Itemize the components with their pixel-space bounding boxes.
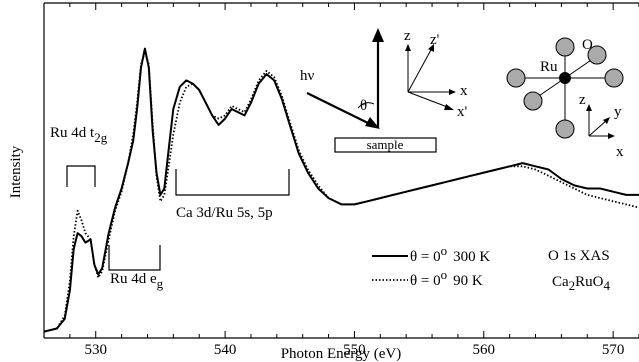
oxygen-atom-top <box>555 37 575 57</box>
oct-x-axis-head <box>608 133 615 139</box>
oct-x-label: x <box>616 144 624 160</box>
theta-label: θ <box>360 98 367 114</box>
sample-box <box>334 137 437 153</box>
x-tick-label: 560 <box>473 342 496 358</box>
zp-axis-head <box>428 44 434 52</box>
normal-arrow-head <box>372 28 384 42</box>
x-tick-label: 550 <box>343 342 366 358</box>
o-atom-label: O <box>582 37 593 53</box>
zp-label: z' <box>430 32 440 48</box>
ru-t2g-sub: 2g <box>94 130 108 145</box>
ca-bracket <box>175 169 290 196</box>
oxygen-atom-back <box>587 45 607 65</box>
legend: θ = 0o 300 K θ = 0o 90 K <box>372 243 490 289</box>
xp-axis-head <box>444 104 454 110</box>
ca-label: Ca 3d/Ru 5s, 5p <box>176 205 273 221</box>
ru-atom-label: Ru <box>540 59 558 75</box>
oxygen-atom-left <box>506 68 526 88</box>
oxygen-atom-right <box>604 68 624 88</box>
oxygen-atom-front <box>523 91 543 111</box>
ru-eg-sub: g <box>157 276 164 291</box>
x-label: x <box>460 83 468 99</box>
ru-eg-annotation: Ru 4d eg <box>108 245 164 291</box>
ru-t2g-main: Ru 4d t <box>50 125 95 141</box>
xp-label: x' <box>457 104 468 120</box>
series-line-300k <box>43 47 639 333</box>
photon-arrow-head <box>365 117 380 129</box>
y-axis-title: Intensity <box>8 145 24 198</box>
ru-eg-bracket <box>108 245 161 271</box>
oct-y-label: y <box>614 104 622 120</box>
x-tick-label: 530 <box>84 342 107 358</box>
legend-label-300k: θ = 0o 300 K <box>410 243 490 265</box>
octahedron-inset: Ru O z y x <box>506 37 624 160</box>
z-label: z <box>404 28 411 44</box>
x-tick-label: 540 <box>214 342 237 358</box>
x-axis-title: Photon Energy (eV) <box>281 346 402 362</box>
ruthenium-atom <box>559 72 571 84</box>
oct-z-axis-head <box>586 104 592 111</box>
ru-t2g-label: Ru 4d t2g <box>50 125 108 145</box>
legend-label-90k: θ = 0o 90 K <box>410 267 483 289</box>
ru-eg-label: Ru 4d eg <box>110 271 164 291</box>
x-ticks <box>43 3 639 338</box>
photon-arrow-line <box>306 92 371 125</box>
x-tick-label: 570 <box>602 342 625 358</box>
oct-z-label: z <box>579 92 586 108</box>
x-axis-head <box>449 89 456 95</box>
zp-axis-line <box>407 47 433 93</box>
sample-label: sample <box>367 137 404 152</box>
geometry-inset: θ hν sample z z' x x' <box>300 28 468 153</box>
x-tick-labels: 530 540 550 560 570 <box>84 342 624 358</box>
compound-label: Ca2RuO4 <box>552 274 611 293</box>
ru-t2g-bracket <box>66 165 96 187</box>
oct-y-axis-head <box>603 117 610 124</box>
ca-annotation: Ca 3d/Ru 5s, 5p <box>175 169 290 221</box>
oct-y-axis-line <box>588 119 608 137</box>
z-axis-head <box>405 44 411 51</box>
ru-t2g-annotation: Ru 4d t2g <box>50 125 108 187</box>
oxygen-atom-bottom <box>555 119 575 139</box>
series-line-90k <box>43 50 639 333</box>
series-layer <box>43 47 639 333</box>
xp-axis-line <box>407 91 451 109</box>
theta-arc <box>357 102 375 109</box>
hv-label: hν <box>300 68 315 84</box>
ru-eg-main: Ru 4d e <box>110 271 157 287</box>
o1s-xas-label: O 1s XAS <box>548 248 610 264</box>
